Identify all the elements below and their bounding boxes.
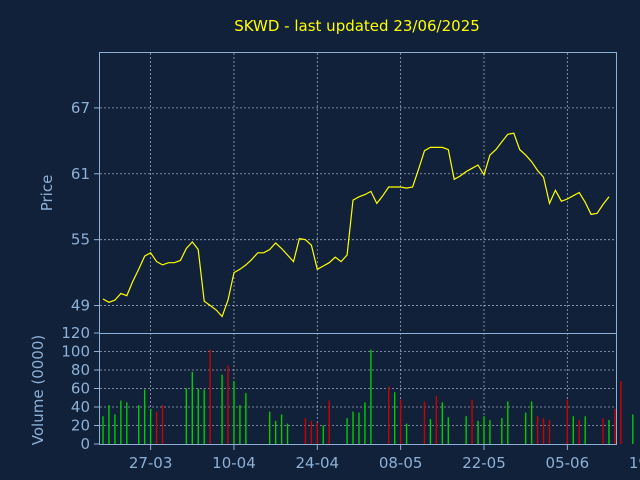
volume-bars bbox=[102, 349, 634, 444]
date-tick-label: 27-03 bbox=[129, 454, 173, 472]
date-tick-label: 24-04 bbox=[296, 454, 340, 472]
volume-grid bbox=[100, 333, 616, 444]
x-axis-ticks: 27-03 10-04 24-04 08-05 22-05 05-06 19-06 bbox=[129, 444, 640, 472]
price-tick-label: 61 bbox=[71, 165, 90, 183]
price-y-ticks: 49 55 61 67 bbox=[71, 99, 100, 315]
volume-tick-label: 40 bbox=[71, 398, 90, 416]
volume-plot-frame bbox=[99, 333, 617, 445]
volume-axis-label: Volume (0000) bbox=[29, 335, 47, 445]
chart-title: SKWD - last updated 23/06/2025 bbox=[234, 17, 480, 35]
price-series bbox=[102, 132, 610, 318]
date-tick-label: 05-06 bbox=[546, 454, 590, 472]
volume-tick-label: 20 bbox=[71, 417, 90, 435]
price-plot-frame bbox=[99, 52, 617, 334]
price-grid bbox=[100, 53, 616, 333]
volume-tick-label: 0 bbox=[80, 435, 90, 453]
volume-tick-label: 100 bbox=[61, 343, 90, 361]
volume-tick-label: 60 bbox=[71, 380, 90, 398]
date-tick-label: 10-04 bbox=[212, 454, 256, 472]
volume-tick-label: 120 bbox=[61, 324, 90, 342]
price-tick-label: 55 bbox=[71, 231, 90, 249]
price-axis-label: Price bbox=[38, 175, 56, 212]
date-tick-label: 19-06 bbox=[629, 454, 640, 472]
price-tick-label: 49 bbox=[71, 297, 90, 315]
price-tick-label: 67 bbox=[71, 99, 90, 117]
price-line bbox=[102, 132, 610, 318]
volume-tick-label: 80 bbox=[71, 361, 90, 379]
date-tick-label: 08-05 bbox=[379, 454, 423, 472]
date-tick-label: 22-05 bbox=[462, 454, 506, 472]
